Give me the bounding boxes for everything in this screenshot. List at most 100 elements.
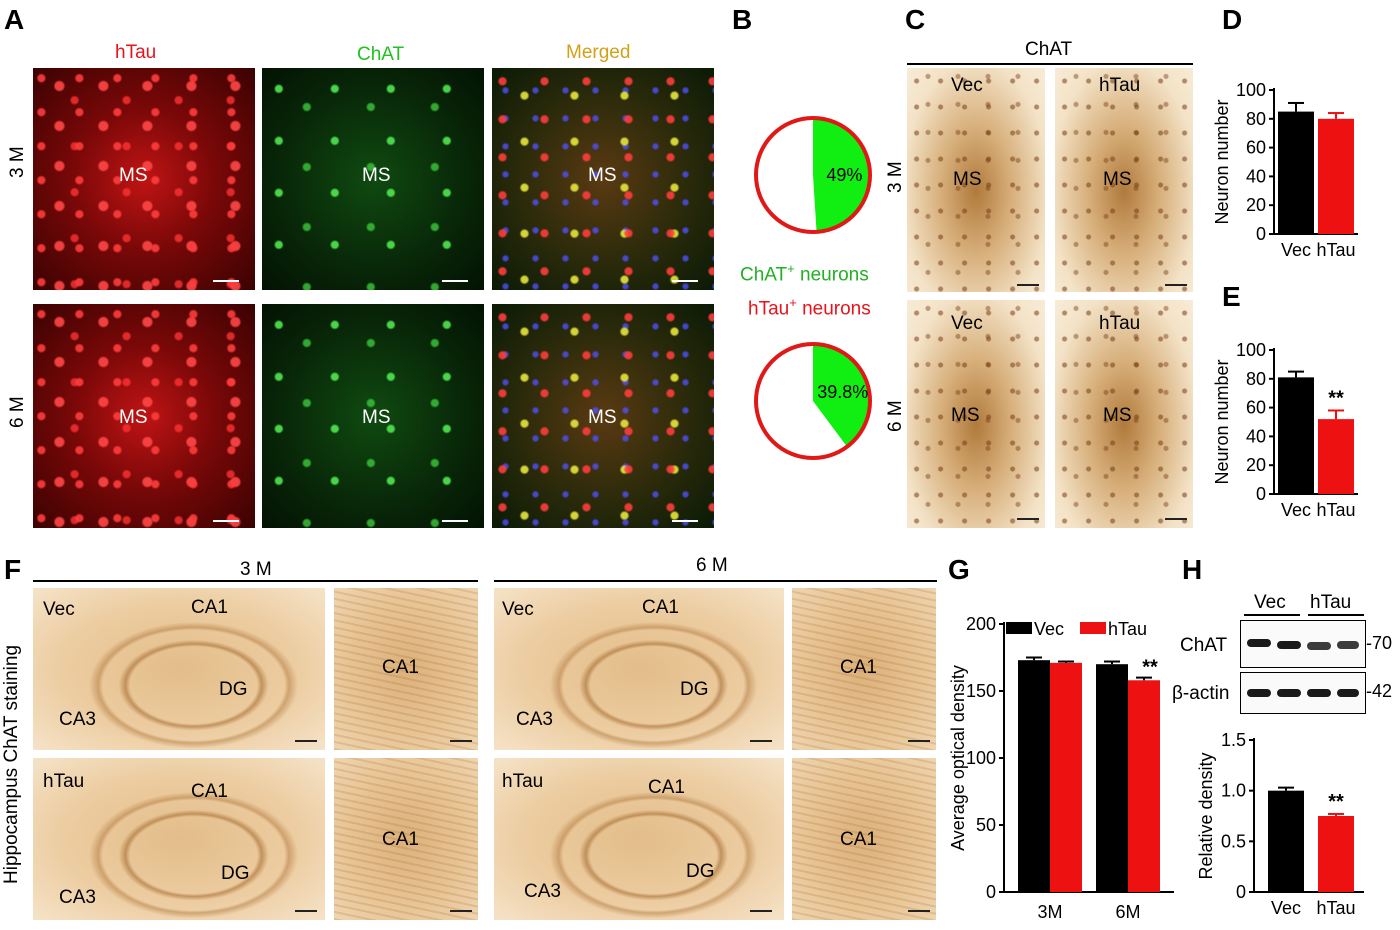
region-label: MS [362,407,391,428]
bar-vec [1278,377,1314,494]
bar-htau-3m [1050,662,1082,892]
scale-bar [908,910,930,912]
micrograph-merged-6m: MS [492,304,714,528]
row-label-3m: 3 M [7,146,28,178]
micrograph-htau-3m: MS [33,68,255,290]
legend-htau-text: hTau [748,298,790,320]
y-tick-label: 20 [1246,455,1266,475]
pie-label: 39.8% [817,382,868,402]
panel-letter-h: H [1182,554,1203,585]
bar-vec-6m [1096,664,1128,892]
micrograph-chat-6m: MS [262,304,484,528]
blot-group-rule-htau [1308,614,1364,616]
panel-letter-d: D [1222,4,1243,35]
x-tick-label: 6M [1115,902,1140,922]
scale-bar [908,740,930,742]
column-label-chat: ChAT [357,44,405,65]
blot-chat [1240,620,1366,668]
y-tick-label: 1.0 [1221,781,1246,801]
group-rule-3m [33,580,478,582]
region-ca1: CA1 [382,657,419,678]
scale-bar [450,910,472,912]
y-tick-label: 0 [986,882,996,902]
group-rule-6m [494,580,937,582]
band [1277,689,1301,697]
region-dg: DG [680,679,709,700]
marker-42: -42 [1366,681,1393,701]
region-dg: DG [219,679,248,700]
chart-e: Neuron number 0 20 40 60 80 100 Vec hTau ** [1212,340,1358,520]
region-ca1: CA1 [648,777,685,798]
micrograph-vec-6m: Vec MS [907,300,1045,528]
bar-htau [1318,816,1354,892]
scale-bar [213,520,239,522]
region-ca3: CA3 [524,881,561,902]
band [1307,689,1331,697]
y-axis-label: Relative density [1196,752,1216,879]
micrograph-htau-6m: hTau MS [1055,300,1193,528]
scale-bar [213,280,239,282]
legend-swatch-htau [1080,622,1106,634]
region-label: MS [953,169,982,190]
panel-letter-e: E [1222,281,1241,312]
group-label-vec: Vec [951,313,983,334]
panel-letter-b: B [732,4,753,35]
pie-slice-value [813,344,870,447]
scale-bar [1165,284,1187,286]
region-label: MS [588,165,617,186]
region-dg: DG [221,863,250,884]
marker-70: -70 [1366,633,1393,653]
region-ca1: CA1 [840,829,877,850]
legend-chat-sup: + [787,261,795,276]
region-ca1: CA1 [840,657,877,678]
legend-htau-sup: + [789,295,797,310]
y-tick-label: 100 [966,748,996,768]
chart-g: Average optical density 0 50 100 150 200 3M ** 6… [948,614,1174,922]
region-dg: DG [686,861,715,882]
panel-letter-g: G [948,554,970,585]
column-label-merged: Merged [566,42,631,63]
scale-bar [442,520,468,522]
legend-htau-neurons: hTau+ neurons [748,296,871,318]
region-ca1: CA1 [191,597,228,618]
scale-bar [1017,284,1039,286]
side-label: Hippocampus ChAT staining [1,644,22,884]
scale-bar [295,910,317,912]
region-label: MS [362,165,391,186]
blot-group-rule-vec [1244,614,1300,616]
bar-htau-6m [1128,680,1160,892]
region-ca1: CA1 [642,597,679,618]
group-label-vec: Vec [43,599,75,620]
y-axis-label: Neuron number [1212,359,1232,484]
region-ca3: CA3 [516,709,553,730]
y-tick-label: 0.5 [1221,831,1246,851]
legend-chat-neurons: ChAT+ neurons [740,262,869,284]
y-tick-label: 60 [1246,138,1266,158]
region-label: MS [119,165,148,186]
significance-mark: ** [1142,657,1158,679]
panel-letter-f: F [4,554,22,585]
legend-chat-tail: neurons [794,264,869,286]
scale-bar [672,280,698,282]
chart-h: Relative density 0 0.5 1.0 1.5 Vec hTau ** [1196,730,1364,918]
x-tick-label: hTau [1316,898,1355,918]
blot-group-vec: Vec [1254,592,1286,613]
pie-ring [754,116,872,234]
hippocampus-3m-htau: hTau CA1 DG CA3 [33,758,325,920]
group-label-6m: 6 M [696,555,728,576]
y-tick-label: 200 [966,614,996,634]
bar-htau [1318,118,1354,234]
scale-bar [672,520,698,522]
ca1-6m-vec: CA1 [792,588,936,750]
band [1247,689,1271,697]
significance-mark: ** [1328,387,1344,409]
region-label: MS [588,407,617,428]
legend-swatch-vec [1006,622,1032,634]
pie-slice-value [813,118,871,232]
y-tick-label: 0 [1256,484,1266,504]
y-axis-label: Average optical density [948,665,968,851]
ca1-3m-vec: CA1 [334,588,478,750]
pie-ring [754,342,872,460]
hippocampus-6m-vec: Vec CA1 DG CA3 [494,588,784,750]
x-tick-label: Vec [1281,500,1311,520]
